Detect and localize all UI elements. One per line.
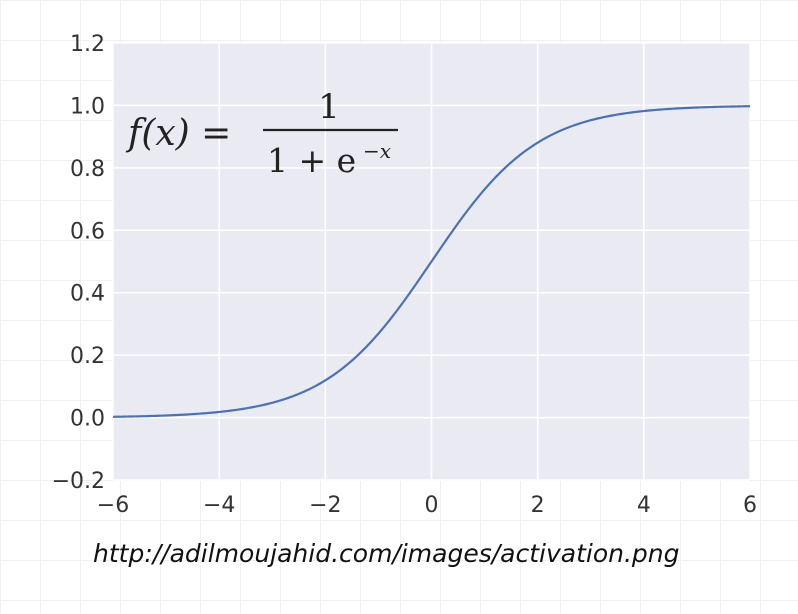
y-tick-label: 1.0 — [70, 94, 105, 119]
y-tick-label: 0.2 — [70, 344, 105, 369]
y-tick-label: −0.2 — [52, 469, 105, 494]
y-tick-label: 0.0 — [70, 407, 105, 432]
formula-lhs: f(x) = — [125, 113, 231, 154]
x-tick-label: 2 — [531, 493, 545, 518]
x-tick-label: 6 — [743, 493, 757, 518]
formula-denominator: 1 + e — [267, 141, 356, 180]
x-tick-label: 4 — [637, 493, 651, 518]
grid-lines — [112, 42, 751, 481]
formula-exponent: −x — [363, 139, 391, 163]
x-tick-label: −6 — [97, 493, 129, 518]
y-tick-label: 0.4 — [70, 282, 105, 307]
series-layer — [112, 105, 751, 418]
y-tick-label: 1.2 — [70, 32, 105, 57]
x-tick-label: −4 — [203, 493, 235, 518]
source-url[interactable]: http://adilmoujahid.com/images/activatio… — [93, 539, 680, 568]
y-tick-label: 0.6 — [70, 219, 105, 244]
formula-annotation: f(x) = 1 1 + e −x — [125, 87, 398, 180]
y-tick-label: 0.8 — [70, 157, 105, 182]
formula-numerator: 1 — [318, 87, 340, 127]
sigmoid-curve — [112, 105, 751, 418]
x-tick-label: 0 — [425, 493, 439, 518]
x-tick-label: −2 — [309, 493, 341, 518]
tick-labels: −6 −4 −2 0 2 4 6 −0.2 0.0 0.2 0.4 0.6 0.8 1.0 1.2 — [52, 32, 757, 518]
